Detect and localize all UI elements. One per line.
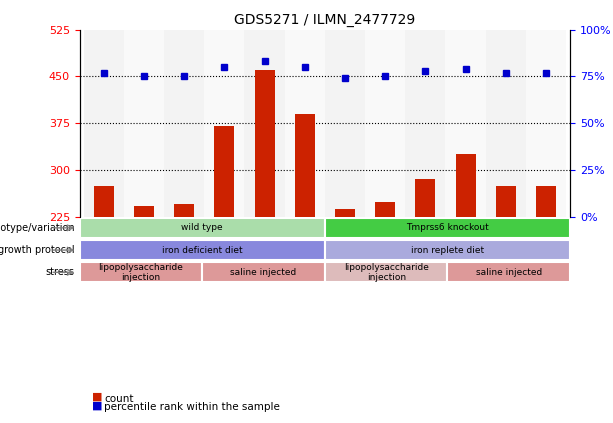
FancyBboxPatch shape [447, 262, 570, 282]
Text: count: count [104, 394, 134, 404]
Bar [254, 70, 275, 217]
Text: wild type: wild type [181, 223, 223, 232]
Bar [405, 30, 446, 217]
FancyBboxPatch shape [325, 218, 570, 238]
Text: growth protocol: growth protocol [0, 245, 75, 255]
Bar [215, 126, 234, 217]
Bar [485, 30, 526, 217]
FancyBboxPatch shape [80, 218, 325, 238]
Bar [204, 30, 245, 217]
Text: ■: ■ [92, 400, 102, 410]
Bar [124, 30, 164, 217]
Bar [164, 30, 204, 217]
Bar [84, 30, 124, 217]
Bar [335, 209, 355, 217]
Text: saline injected: saline injected [476, 268, 542, 277]
FancyBboxPatch shape [202, 262, 325, 282]
Bar [455, 154, 476, 217]
Bar [496, 186, 516, 217]
Bar [526, 30, 566, 217]
FancyBboxPatch shape [80, 240, 325, 260]
Bar [134, 206, 154, 217]
Text: ■: ■ [92, 392, 102, 402]
FancyBboxPatch shape [325, 262, 447, 282]
Bar [94, 186, 114, 217]
Bar [245, 30, 284, 217]
Bar [446, 30, 485, 217]
Title: GDS5271 / ILMN_2477729: GDS5271 / ILMN_2477729 [234, 13, 416, 27]
FancyBboxPatch shape [325, 240, 570, 260]
Text: lipopolysaccharide
injection: lipopolysaccharide injection [344, 263, 428, 282]
Text: saline injected: saline injected [230, 268, 297, 277]
Text: genotype/variation: genotype/variation [0, 223, 75, 233]
Text: lipopolysaccharide
injection: lipopolysaccharide injection [99, 263, 183, 282]
Text: stress: stress [46, 267, 75, 277]
Bar [416, 179, 435, 217]
Bar [295, 114, 315, 217]
Text: iron deficient diet: iron deficient diet [162, 246, 243, 255]
FancyBboxPatch shape [80, 262, 202, 282]
Bar [536, 186, 556, 217]
Bar [365, 30, 405, 217]
Text: percentile rank within the sample: percentile rank within the sample [104, 402, 280, 412]
Text: Tmprss6 knockout: Tmprss6 knockout [406, 223, 489, 232]
Bar [375, 202, 395, 217]
Bar [174, 204, 194, 217]
Bar [284, 30, 325, 217]
Text: iron replete diet: iron replete diet [411, 246, 484, 255]
Bar [325, 30, 365, 217]
